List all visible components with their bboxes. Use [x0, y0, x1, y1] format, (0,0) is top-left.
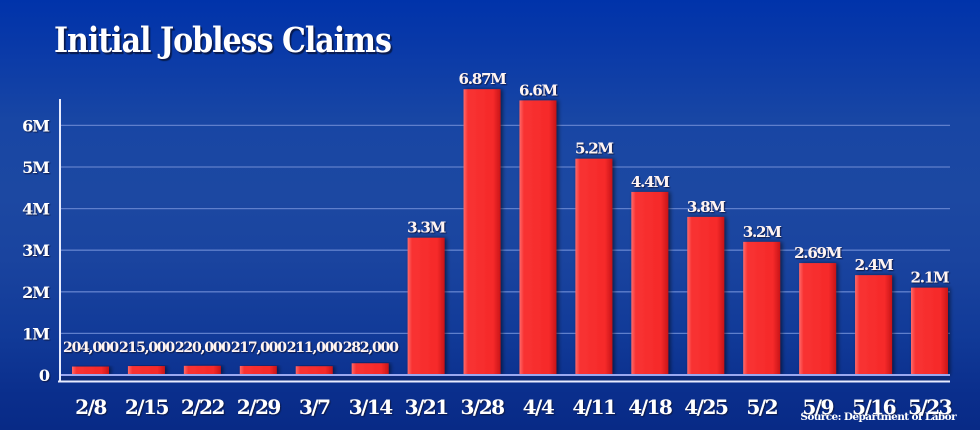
bar [351, 363, 389, 375]
bar [463, 89, 501, 375]
y-tick-label: 2M [22, 283, 49, 302]
bar-group: 282,000 [343, 340, 400, 375]
bar-value-label: 4.4M [631, 173, 669, 191]
bar [855, 275, 893, 375]
bar [183, 365, 221, 375]
bar-value-label: 3.3M [407, 219, 445, 237]
bar-value-label: 3.2M [743, 223, 781, 241]
x-tick-label: 3/7 [299, 395, 330, 419]
bar [407, 237, 445, 375]
x-tick-label: 5/9 [802, 395, 833, 419]
bar [631, 191, 669, 375]
bar [911, 287, 948, 375]
bar-value-label: 5.2M [575, 140, 613, 158]
bar-value-label: 6.6M [519, 81, 557, 99]
bar-group: 2.1M [911, 269, 950, 375]
y-tick-label: 5M [22, 158, 49, 177]
x-tick-label: 4/25 [684, 395, 728, 419]
bar-group: 2.4M [855, 256, 894, 375]
x-tick-label: 2/22 [181, 395, 225, 419]
y-tick-label: 1M [22, 324, 49, 343]
bar-group: 6.87M [458, 70, 507, 375]
bars: 204,000 215,000 220,000 217,000 211,000 282,0… [63, 70, 950, 375]
x-tick-label: 2/8 [75, 395, 106, 419]
bar-value-label: 211,000 [287, 340, 343, 356]
gridlines [60, 124, 950, 335]
bar-value-label: 215,000 [119, 340, 175, 356]
source-note: Source: Department of Labor [800, 411, 956, 423]
x-tick-label: 4/4 [523, 395, 555, 419]
bar [743, 241, 781, 375]
bar [295, 366, 333, 375]
bar-group: 5.2M [575, 140, 615, 375]
bar [799, 263, 837, 375]
y-tick-label: 3M [22, 241, 49, 260]
bar-value-label: 2.69M [794, 244, 842, 262]
x-tick-label: 2/15 [125, 395, 169, 419]
bar-value-label: 3.8M [687, 198, 725, 216]
x-tick-label: 3/14 [349, 395, 394, 419]
bar [239, 365, 277, 375]
bar [687, 216, 725, 375]
bar-value-label: 282,000 [343, 340, 399, 356]
y-tick-label: 0 [39, 366, 50, 385]
y-tick-label: 4M [22, 200, 49, 219]
y-tick-label: 6M [22, 116, 49, 135]
bar-group: 215,000 [119, 340, 177, 375]
x-tick-label: 4/11 [572, 395, 615, 419]
bar-value-label: 2.1M [911, 269, 949, 287]
bar-group: 211,000 [287, 340, 344, 375]
x-tick-label: 5/2 [746, 395, 777, 419]
bar-value-label: 220,000 [175, 340, 231, 356]
bar [72, 366, 109, 375]
bar-group: 3.2M [743, 223, 782, 375]
x-tick-label: 3/28 [461, 395, 505, 419]
bar-value-label: 2.4M [855, 256, 893, 274]
y-axis: 0 1M 2M 3M 4M 5M 6M [22, 116, 51, 385]
bar-group: 220,000 [175, 340, 232, 375]
x-tick-label: 5/23 [908, 395, 952, 419]
bar [519, 100, 557, 375]
bar [127, 366, 165, 375]
x-axis: 2/8 2/15 2/22 2/29 3/7 3/14 3/21 3/28 4/4 4/11 4/1… [75, 395, 953, 419]
bar-group: 6.6M [519, 81, 559, 375]
bar-value-label: 204,000 [63, 340, 119, 356]
bar-value-label: 217,000 [231, 340, 287, 356]
bar [575, 158, 613, 375]
x-tick-label: 5/16 [852, 395, 896, 419]
bar-group: 3.8M [687, 198, 727, 375]
bar-group: 4.4M [631, 173, 671, 375]
bar-group: 3.3M [407, 219, 447, 375]
bar-group: 204,000 [63, 340, 121, 375]
axis-lines [58, 99, 950, 383]
bar-group: 217,000 [231, 340, 288, 375]
x-tick-label: 3/21 [405, 395, 448, 419]
baseline-band [60, 376, 950, 381]
chart-title: Initial Jobless Claims [54, 20, 392, 61]
x-tick-label: 2/29 [237, 395, 281, 419]
x-tick-label: 4/18 [628, 395, 672, 419]
bar-value-label: 6.87M [458, 70, 506, 88]
bar-group: 2.69M [794, 244, 843, 375]
